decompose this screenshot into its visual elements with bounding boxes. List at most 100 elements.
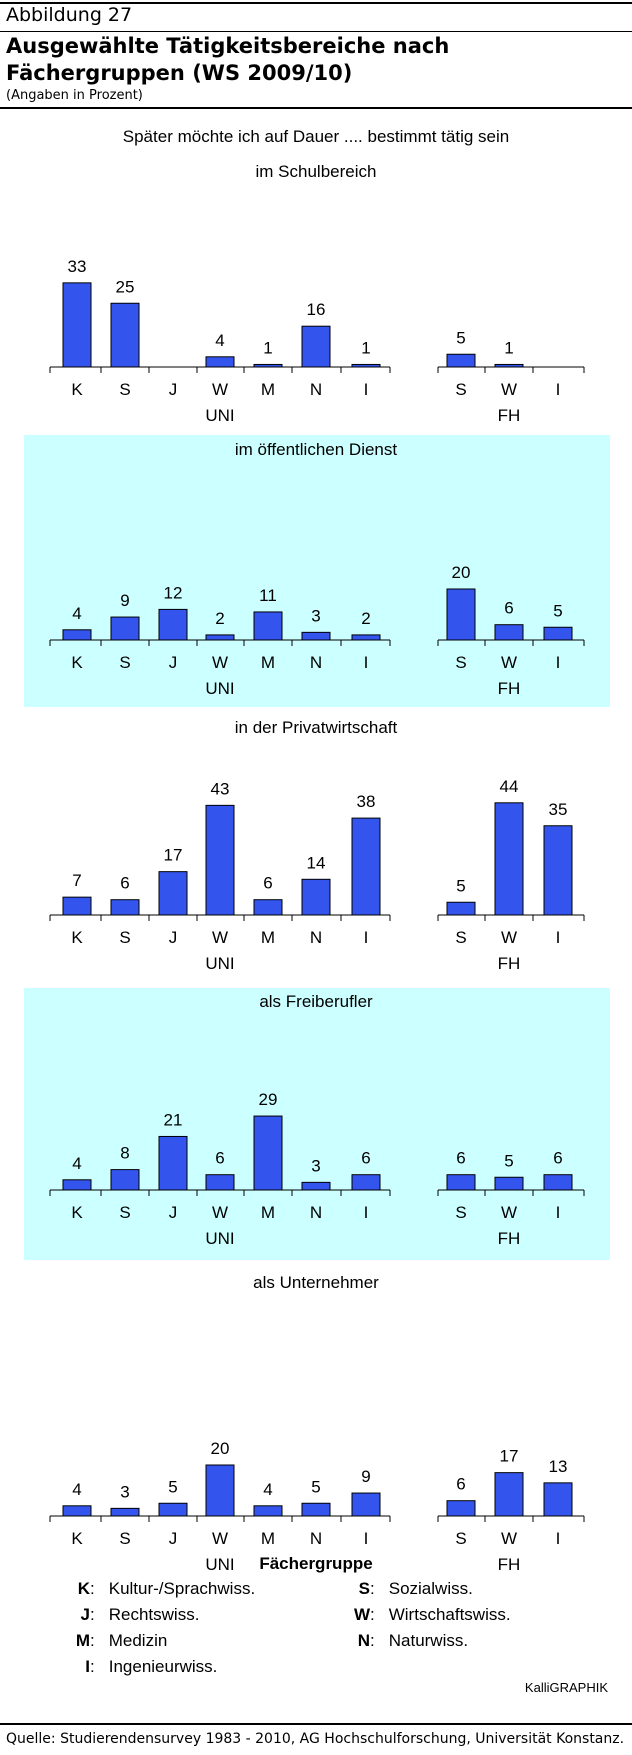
data-label: 3 xyxy=(120,1482,129,1501)
bar xyxy=(494,363,524,368)
bar xyxy=(351,363,381,368)
bar xyxy=(301,1502,331,1517)
bar xyxy=(351,1492,381,1517)
data-label: 6 xyxy=(263,874,272,893)
legend-item-k: K: Kultur-/Sprachwiss. xyxy=(77,1579,256,1598)
x-tick-label: S xyxy=(455,653,466,672)
data-label: 4 xyxy=(72,1154,81,1173)
x-tick-label: I xyxy=(364,653,369,672)
x-tick-label: K xyxy=(71,653,83,672)
data-label: 11 xyxy=(259,586,277,605)
x-tick-label: M xyxy=(261,1529,275,1548)
header-divider xyxy=(0,31,632,32)
data-label: 12 xyxy=(164,583,183,602)
bar xyxy=(494,802,524,916)
data-label: 38 xyxy=(357,792,376,811)
legend-item-j: J: Rechtswiss. xyxy=(80,1605,200,1624)
bar xyxy=(446,1174,476,1191)
bar xyxy=(62,1179,92,1191)
group-label: FH xyxy=(498,954,521,973)
bar xyxy=(494,624,524,641)
panel-background xyxy=(24,435,610,707)
x-tick-label: W xyxy=(212,1529,228,1548)
x-tick-label: S xyxy=(455,1529,466,1548)
bar xyxy=(110,616,140,641)
bar xyxy=(446,588,476,641)
bar xyxy=(351,1174,381,1191)
group-label: FH xyxy=(498,679,521,698)
x-tick-label: J xyxy=(169,1529,178,1548)
x-tick-label: S xyxy=(119,1203,130,1222)
bar xyxy=(301,631,331,641)
footer-rule xyxy=(0,1723,632,1725)
group-label: FH xyxy=(498,1555,521,1574)
bar xyxy=(205,634,235,641)
bar xyxy=(543,825,573,916)
bar xyxy=(301,878,331,916)
chart-suptitle: Später möchte ich auf Dauer .... bestimm… xyxy=(122,127,510,146)
data-label: 1 xyxy=(504,338,513,357)
x-tick-label: S xyxy=(455,928,466,947)
data-label: 20 xyxy=(452,563,471,582)
bar xyxy=(62,896,92,916)
x-tick-label: I xyxy=(556,1203,561,1222)
legend-title: Fächergruppe xyxy=(259,1554,373,1573)
data-label: 33 xyxy=(68,257,87,276)
x-tick-label: W xyxy=(212,928,228,947)
x-tick-label: W xyxy=(501,380,517,399)
bar xyxy=(205,804,235,916)
bar xyxy=(301,325,331,368)
bar xyxy=(253,363,283,368)
x-tick-label: M xyxy=(261,653,275,672)
panel-title: als Unternehmer xyxy=(253,1273,379,1292)
data-label: 8 xyxy=(120,1144,129,1163)
data-label: 6 xyxy=(456,1149,465,1168)
panel-title: als Freiberufler xyxy=(259,992,373,1011)
bar xyxy=(301,1181,331,1191)
data-label: 1 xyxy=(263,338,272,357)
bar xyxy=(110,899,140,916)
bar xyxy=(253,1505,283,1517)
data-label: 6 xyxy=(553,1149,562,1168)
x-tick-label: K xyxy=(71,928,83,947)
x-tick-label: S xyxy=(119,653,130,672)
bar xyxy=(351,634,381,641)
group-label: UNI xyxy=(205,679,234,698)
figure-label: Abbildung 27 xyxy=(6,4,133,26)
data-label: 17 xyxy=(164,846,183,865)
data-label: 9 xyxy=(120,591,129,610)
bar xyxy=(158,1502,188,1517)
data-label: 17 xyxy=(500,1447,519,1466)
data-label: 6 xyxy=(120,874,129,893)
x-tick-label: K xyxy=(71,1529,83,1548)
legend-item-m: M: Medizin xyxy=(75,1631,168,1650)
x-tick-label: S xyxy=(119,380,130,399)
source-note: Quelle: Studierendensurvey 1983 - 2010, … xyxy=(6,1731,625,1747)
data-label: 14 xyxy=(307,853,326,872)
x-tick-label: J xyxy=(169,653,178,672)
data-label: 9 xyxy=(361,1467,370,1486)
data-label: 5 xyxy=(553,601,562,620)
data-label: 35 xyxy=(549,800,568,819)
data-label: 6 xyxy=(215,1149,224,1168)
bar xyxy=(494,1176,524,1191)
panel-title: im Schulbereich xyxy=(256,162,377,181)
bar xyxy=(110,1169,140,1191)
x-tick-label: I xyxy=(556,380,561,399)
x-tick-label: I xyxy=(364,928,369,947)
bar xyxy=(158,871,188,916)
x-tick-label: M xyxy=(261,1203,275,1222)
bar xyxy=(253,1115,283,1191)
bar xyxy=(110,302,140,368)
x-tick-label: N xyxy=(310,1529,322,1548)
data-label: 1 xyxy=(361,338,370,357)
x-tick-label: W xyxy=(212,1203,228,1222)
panel-title: im öffentlichen Dienst xyxy=(235,440,397,459)
top-rule xyxy=(0,2,632,4)
data-label: 4 xyxy=(215,331,224,350)
figure-title: Ausgewählte Tätigkeitsbereiche nach Fäch… xyxy=(6,34,450,85)
data-label: 5 xyxy=(456,876,465,895)
bar xyxy=(205,1174,235,1191)
bar xyxy=(494,1472,524,1517)
data-label: 29 xyxy=(259,1090,278,1109)
